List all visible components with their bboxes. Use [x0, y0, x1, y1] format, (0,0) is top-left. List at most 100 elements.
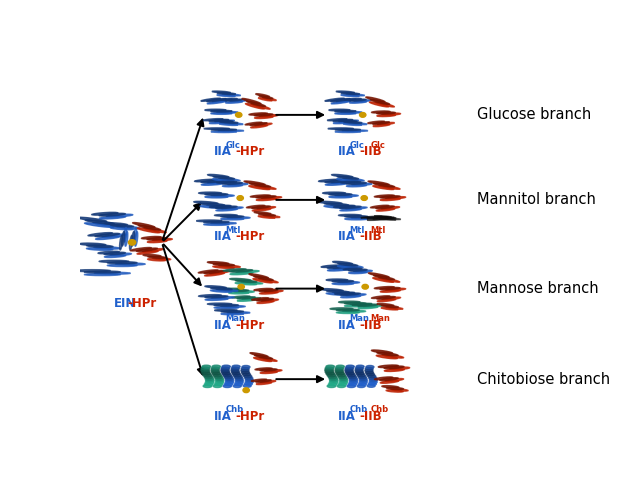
Ellipse shape — [325, 98, 344, 101]
Ellipse shape — [203, 384, 212, 387]
Ellipse shape — [369, 381, 377, 384]
Ellipse shape — [222, 372, 230, 375]
Ellipse shape — [359, 378, 367, 381]
Ellipse shape — [213, 264, 234, 266]
Ellipse shape — [262, 97, 276, 101]
Ellipse shape — [211, 371, 220, 373]
Ellipse shape — [335, 110, 356, 112]
Ellipse shape — [349, 272, 367, 274]
Ellipse shape — [356, 365, 364, 368]
Ellipse shape — [219, 178, 240, 181]
Ellipse shape — [250, 183, 271, 187]
Ellipse shape — [134, 228, 137, 242]
Ellipse shape — [207, 101, 227, 104]
Ellipse shape — [220, 98, 237, 100]
Ellipse shape — [137, 251, 158, 254]
Ellipse shape — [368, 181, 389, 185]
Ellipse shape — [214, 120, 233, 122]
Ellipse shape — [85, 220, 115, 224]
Ellipse shape — [147, 238, 166, 240]
Ellipse shape — [355, 369, 363, 372]
Ellipse shape — [326, 279, 348, 281]
Ellipse shape — [366, 97, 385, 102]
Ellipse shape — [93, 222, 122, 227]
Ellipse shape — [204, 376, 213, 379]
Ellipse shape — [333, 292, 355, 295]
Ellipse shape — [213, 384, 221, 387]
Ellipse shape — [207, 174, 228, 177]
Ellipse shape — [374, 377, 393, 380]
Ellipse shape — [241, 367, 249, 371]
Ellipse shape — [362, 284, 369, 289]
Ellipse shape — [214, 307, 239, 309]
Ellipse shape — [341, 95, 359, 96]
Ellipse shape — [327, 266, 349, 268]
Ellipse shape — [110, 253, 131, 256]
Ellipse shape — [259, 214, 275, 216]
Ellipse shape — [230, 100, 247, 102]
Ellipse shape — [255, 368, 272, 370]
Ellipse shape — [242, 298, 260, 300]
Ellipse shape — [358, 376, 366, 379]
Ellipse shape — [244, 181, 265, 185]
Ellipse shape — [376, 355, 397, 359]
Ellipse shape — [104, 252, 125, 255]
Text: IIA: IIA — [214, 409, 232, 422]
Ellipse shape — [385, 369, 404, 372]
Ellipse shape — [107, 214, 132, 217]
Ellipse shape — [94, 247, 120, 249]
Ellipse shape — [365, 371, 374, 374]
Ellipse shape — [236, 280, 257, 282]
Text: Glc: Glc — [370, 141, 385, 150]
Ellipse shape — [339, 376, 347, 379]
Ellipse shape — [212, 99, 232, 102]
Ellipse shape — [220, 121, 238, 123]
Ellipse shape — [329, 381, 338, 384]
Ellipse shape — [231, 369, 239, 372]
Ellipse shape — [367, 373, 374, 376]
Ellipse shape — [326, 372, 335, 375]
Text: Mtl: Mtl — [370, 226, 385, 235]
Ellipse shape — [371, 350, 392, 354]
Ellipse shape — [367, 121, 385, 124]
Ellipse shape — [79, 243, 106, 246]
Ellipse shape — [204, 224, 229, 226]
Ellipse shape — [369, 379, 378, 382]
Ellipse shape — [377, 112, 396, 114]
Ellipse shape — [332, 174, 353, 177]
Ellipse shape — [148, 256, 166, 258]
Text: IIA: IIA — [338, 230, 356, 243]
Ellipse shape — [365, 367, 373, 371]
Ellipse shape — [211, 367, 220, 370]
Ellipse shape — [99, 213, 125, 216]
Ellipse shape — [386, 390, 403, 392]
Ellipse shape — [237, 196, 243, 201]
Ellipse shape — [214, 120, 234, 122]
Ellipse shape — [377, 297, 396, 299]
Ellipse shape — [347, 374, 355, 377]
Ellipse shape — [369, 383, 376, 385]
Ellipse shape — [335, 292, 355, 294]
Ellipse shape — [211, 288, 232, 290]
Ellipse shape — [86, 245, 113, 247]
Ellipse shape — [221, 305, 245, 307]
Ellipse shape — [331, 205, 355, 207]
Ellipse shape — [131, 248, 151, 251]
Ellipse shape — [236, 379, 243, 382]
Ellipse shape — [335, 369, 343, 372]
Ellipse shape — [352, 303, 372, 306]
Ellipse shape — [221, 371, 230, 373]
Ellipse shape — [251, 379, 267, 382]
Ellipse shape — [335, 131, 361, 132]
Text: -HPr: -HPr — [236, 319, 264, 332]
Ellipse shape — [211, 222, 236, 224]
Ellipse shape — [204, 128, 230, 130]
Ellipse shape — [232, 296, 250, 298]
Ellipse shape — [380, 290, 400, 292]
Ellipse shape — [254, 276, 273, 280]
Ellipse shape — [378, 299, 396, 301]
Ellipse shape — [222, 182, 243, 184]
Ellipse shape — [256, 380, 271, 382]
Ellipse shape — [335, 112, 356, 114]
Ellipse shape — [223, 374, 232, 377]
